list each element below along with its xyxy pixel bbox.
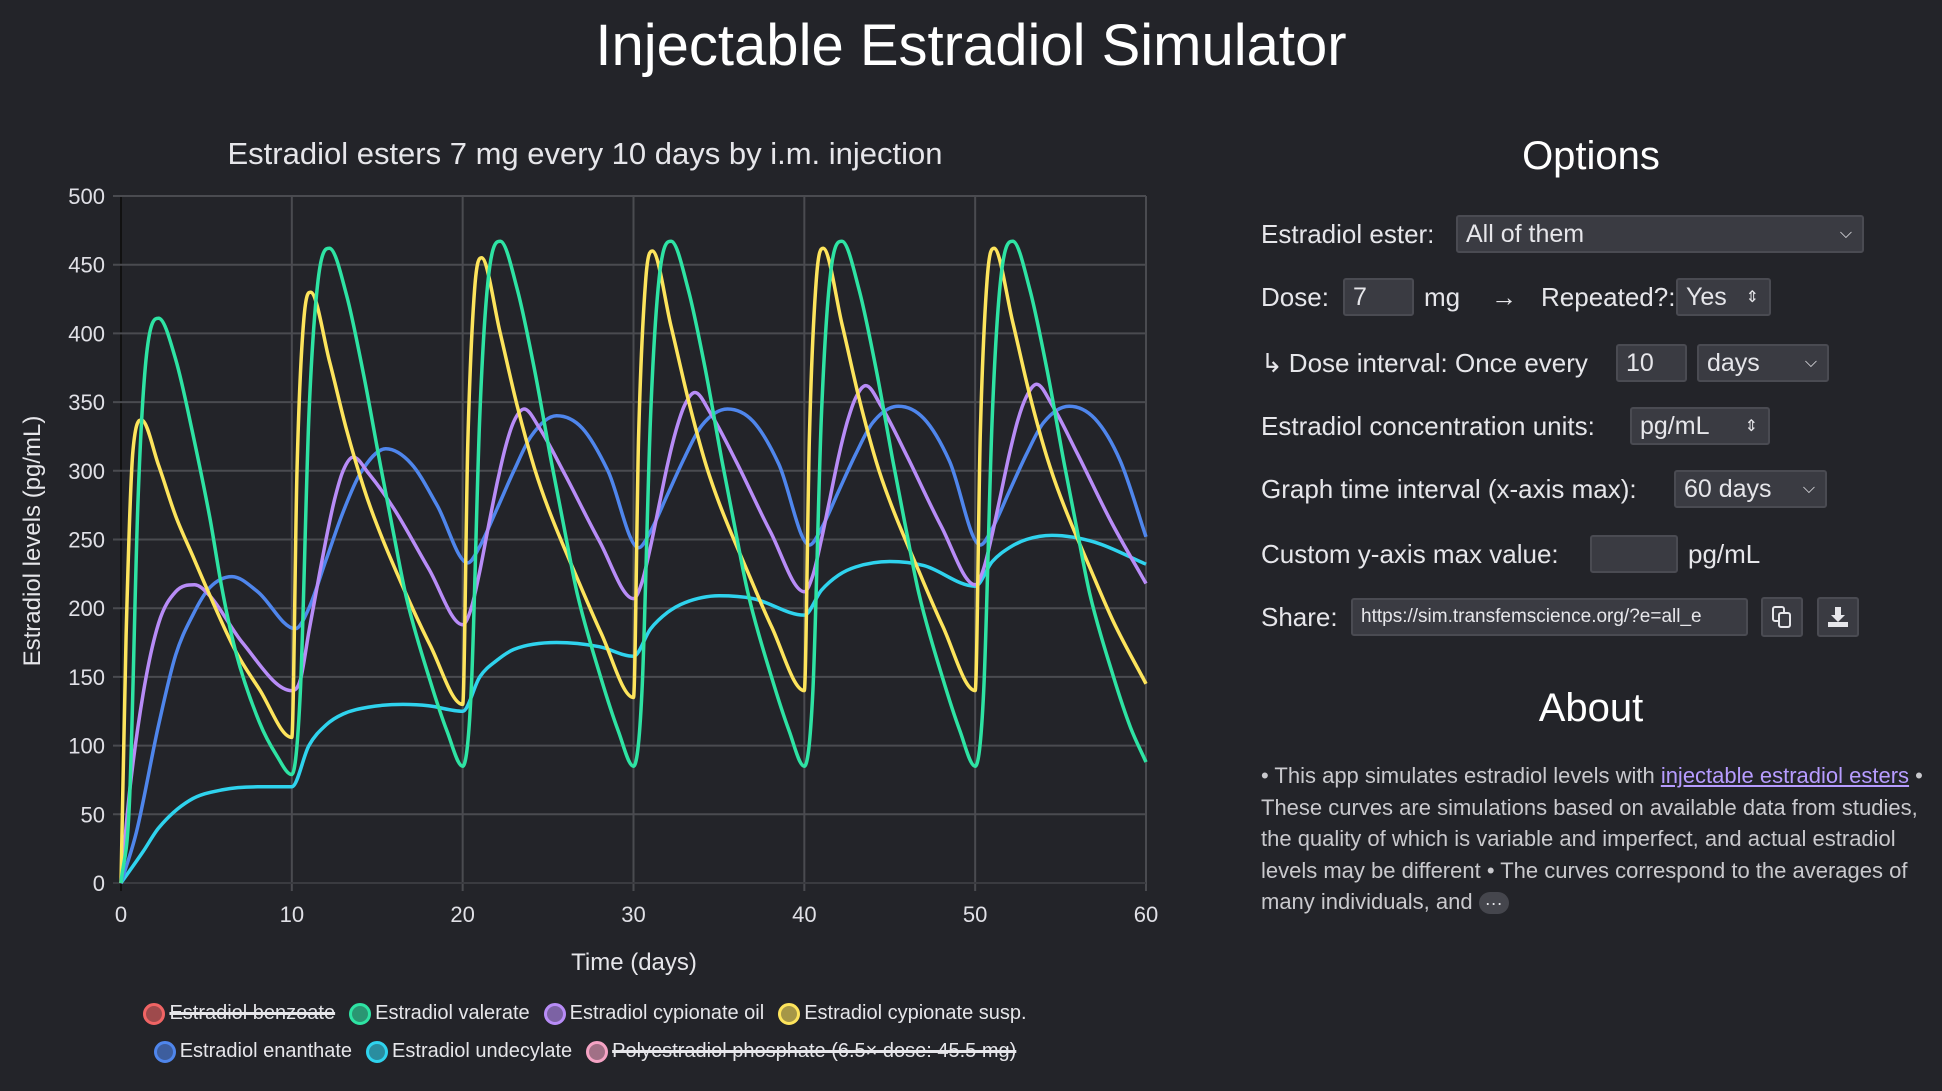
chart-grid bbox=[113, 195, 1147, 891]
x-tick-label: 30 bbox=[621, 902, 645, 927]
graph-interval-label: Graph time interval (x-axis max): bbox=[1261, 473, 1637, 504]
x-axis-label: Time (days) bbox=[571, 949, 697, 976]
chart-title: Estradiol esters 7 mg every 10 days by i… bbox=[227, 136, 943, 171]
legend-marker-icon bbox=[143, 1002, 166, 1025]
chart: 0 10 20 30 40 50 60 0 50 100 150 200 250 300 350 400 450… bbox=[19, 184, 1158, 976]
series-line-estradiol-undecylate bbox=[119, 533, 1147, 885]
legend-item-cypionate-susp[interactable]: Estradiol cypionate susp. bbox=[778, 1002, 1027, 1025]
ymax-label: Custom y-axis max value: bbox=[1261, 538, 1559, 569]
y-tick-label: 100 bbox=[68, 734, 105, 759]
legend-item-enanthate[interactable]: Estradiol enanthate bbox=[153, 1040, 352, 1063]
x-tick-label: 0 bbox=[115, 902, 127, 927]
series-line-estradiol-cypionate-susp- bbox=[119, 246, 1148, 884]
units-label: Estradiol concentration units: bbox=[1261, 410, 1595, 441]
legend-marker-icon bbox=[778, 1002, 801, 1025]
ymax-row: Custom y-axis max value: pg/mL bbox=[1261, 533, 1760, 575]
legend-item-valerate[interactable]: Estradiol valerate bbox=[349, 1002, 530, 1025]
y-tick-label: 0 bbox=[93, 871, 105, 896]
ester-select-value: All of them bbox=[1466, 219, 1585, 248]
y-tick-label: 300 bbox=[68, 459, 105, 484]
chart-ticks: 0 10 20 30 40 50 60 0 50 100 150 200 250 300 350 400 450… bbox=[68, 184, 1158, 927]
y-tick-label: 500 bbox=[68, 184, 105, 209]
share-url-input[interactable]: https://sim.transfemscience.org/?e=all_e bbox=[1351, 598, 1748, 636]
download-icon bbox=[1828, 607, 1848, 627]
share-label: Share: bbox=[1261, 601, 1338, 632]
interval-row: ↳ Dose interval: Once every 10 days ⌵ bbox=[1261, 342, 1829, 384]
interval-unit-value: days bbox=[1707, 348, 1760, 377]
legend-marker-icon bbox=[366, 1040, 389, 1063]
y-tick-label: 350 bbox=[68, 390, 105, 415]
x-tick-label: 50 bbox=[963, 902, 987, 927]
graph-interval-value: 60 days bbox=[1684, 474, 1772, 503]
chevron-down-icon: ⌵ bbox=[1802, 480, 1815, 497]
ymax-unit: pg/mL bbox=[1688, 538, 1761, 569]
repeated-label: Repeated?: bbox=[1541, 281, 1676, 312]
units-select[interactable]: pg/mL ⇕ bbox=[1630, 407, 1770, 445]
ymax-input[interactable] bbox=[1590, 535, 1678, 573]
legend-row-1: Estradiol benzoate Estradiol valerate Es… bbox=[0, 1002, 1170, 1025]
units-row: Estradiol concentration units: pg/mL ⇕ bbox=[1261, 405, 1770, 447]
y-axis-label: Estradiol levels (pg/mL) bbox=[19, 416, 46, 667]
x-tick-label: 40 bbox=[792, 902, 816, 927]
y-tick-label: 50 bbox=[81, 802, 105, 827]
ester-label: Estradiol ester: bbox=[1261, 218, 1435, 249]
page-title: Injectable Estradiol Simulator bbox=[595, 13, 1347, 78]
legend-marker-icon bbox=[543, 1002, 566, 1025]
about-text: • This app simulates estradiol levels wi… bbox=[1261, 760, 1923, 918]
legend-item-undecylate[interactable]: Estradiol undecylate bbox=[366, 1040, 572, 1063]
y-tick-label: 200 bbox=[68, 596, 105, 621]
about-text-part: • This app simulates estradiol levels wi… bbox=[1261, 763, 1661, 788]
updown-icon: ⇕ bbox=[1744, 418, 1758, 435]
x-tick-label: 20 bbox=[450, 902, 474, 927]
legend-row-2: Estradiol enanthate Estradiol undecylate… bbox=[0, 1040, 1170, 1063]
updown-icon: ⇕ bbox=[1745, 289, 1759, 306]
series-line-estradiol-valerate bbox=[119, 239, 1148, 884]
repeated-select-value: Yes bbox=[1686, 282, 1727, 311]
dose-unit: mg bbox=[1424, 281, 1461, 312]
share-url-value: https://sim.transfemscience.org/?e=all_e bbox=[1361, 606, 1702, 627]
interval-label: Dose interval: Once every bbox=[1288, 347, 1588, 378]
dose-input-value: 7 bbox=[1353, 282, 1367, 311]
chevron-down-icon: ⌵ bbox=[1839, 225, 1852, 242]
legend-marker-icon bbox=[586, 1040, 609, 1063]
y-tick-label: 450 bbox=[68, 253, 105, 278]
about-heading: About bbox=[1538, 686, 1644, 730]
x-tick-label: 60 bbox=[1134, 902, 1158, 927]
share-row: Share: https://sim.transfemscience.org/?… bbox=[1261, 596, 1859, 638]
interval-unit-select[interactable]: days ⌵ bbox=[1697, 344, 1829, 382]
dose-row: Dose: 7 mg → Repeated?: Yes ⇕ bbox=[1261, 276, 1771, 318]
units-select-value: pg/mL bbox=[1640, 411, 1710, 440]
legend-item-benzoate[interactable]: Estradiol benzoate bbox=[143, 1002, 335, 1025]
ester-select[interactable]: All of them ⌵ bbox=[1456, 215, 1864, 253]
dose-label: Dose: bbox=[1261, 281, 1329, 312]
dose-input[interactable]: 7 bbox=[1343, 278, 1414, 316]
series-line-estradiol-enanthate bbox=[119, 404, 1148, 884]
interval-input-value: 10 bbox=[1626, 348, 1654, 377]
interval-input[interactable]: 10 bbox=[1616, 344, 1687, 382]
graph-interval-select[interactable]: 60 days ⌵ bbox=[1674, 470, 1827, 508]
y-tick-label: 150 bbox=[68, 665, 105, 690]
expand-more-button[interactable]: ··· bbox=[1478, 892, 1509, 914]
options-heading: Options bbox=[1522, 134, 1660, 178]
y-tick-label: 250 bbox=[68, 528, 105, 553]
graph-interval-row: Graph time interval (x-axis max): 60 day… bbox=[1261, 468, 1827, 510]
legend-item-cypionate-oil[interactable]: Estradiol cypionate oil bbox=[543, 1002, 764, 1025]
arrow-icon: → bbox=[1491, 281, 1517, 312]
copy-icon bbox=[1772, 606, 1791, 628]
ester-row: Estradiol ester: All of them ⌵ bbox=[1261, 213, 1864, 255]
chart-series bbox=[119, 239, 1148, 885]
legend-marker-icon bbox=[153, 1040, 176, 1063]
legend-marker-icon bbox=[349, 1002, 372, 1025]
x-tick-label: 10 bbox=[280, 902, 304, 927]
subitem-arrow-icon: ↳ bbox=[1261, 347, 1283, 378]
repeated-select[interactable]: Yes ⇕ bbox=[1676, 278, 1771, 316]
download-button[interactable] bbox=[1817, 597, 1859, 637]
about-text-part: • These curves are simulations based on … bbox=[1261, 763, 1923, 914]
copy-link-button[interactable] bbox=[1761, 597, 1803, 637]
injectable-esters-link[interactable]: injectable estradiol esters bbox=[1660, 763, 1910, 788]
chevron-down-icon: ⌵ bbox=[1804, 354, 1817, 371]
legend-item-polyestradiol-phosphate[interactable]: Polyestradiol phosphate (6.5× dose: 45.5… bbox=[586, 1040, 1016, 1063]
y-tick-label: 400 bbox=[68, 321, 105, 346]
